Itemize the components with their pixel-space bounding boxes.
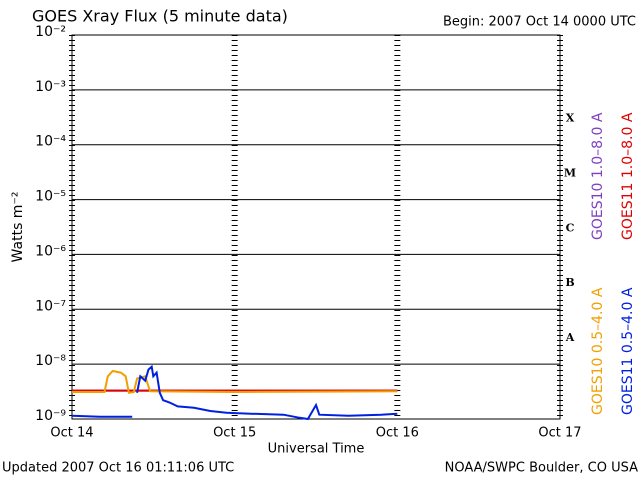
legend-entry: GOES10 1.0–8.0 A [590,112,606,240]
x-axis-label: Universal Time [268,442,365,457]
plot-frame [71,34,561,420]
chart-title: GOES Xray Flux (5 minute data) [32,7,288,26]
series-line [136,364,398,421]
y-tick-label: 10⁻⁹ [35,408,66,424]
footer-left: Updated 2007 Oct 16 01:11:06 UTC [2,461,234,476]
chart-subtitle: Begin: 2007 Oct 14 0000 UTC [443,15,636,30]
flare-class: X [566,112,575,125]
series-line [71,414,133,418]
footer-right: NOAA/SWPC Boulder, CO USA [445,461,638,476]
x-tick-label: Oct 15 [213,426,256,441]
series-line [72,369,398,394]
y-tick-label: 10⁻⁵ [35,189,66,205]
y-tick-label: 10⁻⁶ [35,243,66,259]
y-tick-label: 10⁻⁷ [35,298,66,314]
flare-class: B [565,276,574,289]
y-axis-label: Watts m⁻² [10,192,26,263]
y-tick-label: 10⁻² [35,24,66,40]
y-tick-label: 10⁻⁸ [35,353,66,369]
y-tick-label: 10⁻³ [35,79,66,95]
flare-class: M [564,166,576,179]
flare-class: A [565,331,575,344]
x-tick-label: Oct 14 [50,426,93,441]
legend-entry: GOES10 0.5–4.0 A [590,287,606,415]
legend-entry: GOES11 0.5–4.0 A [620,287,636,415]
legend-entry: GOES11 1.0–8.0 A [620,112,636,240]
y-tick-label: 10⁻⁴ [35,134,66,150]
flare-class: C [566,221,575,234]
x-tick-label: Oct 16 [376,426,419,441]
x-tick-label: Oct 17 [538,426,581,441]
